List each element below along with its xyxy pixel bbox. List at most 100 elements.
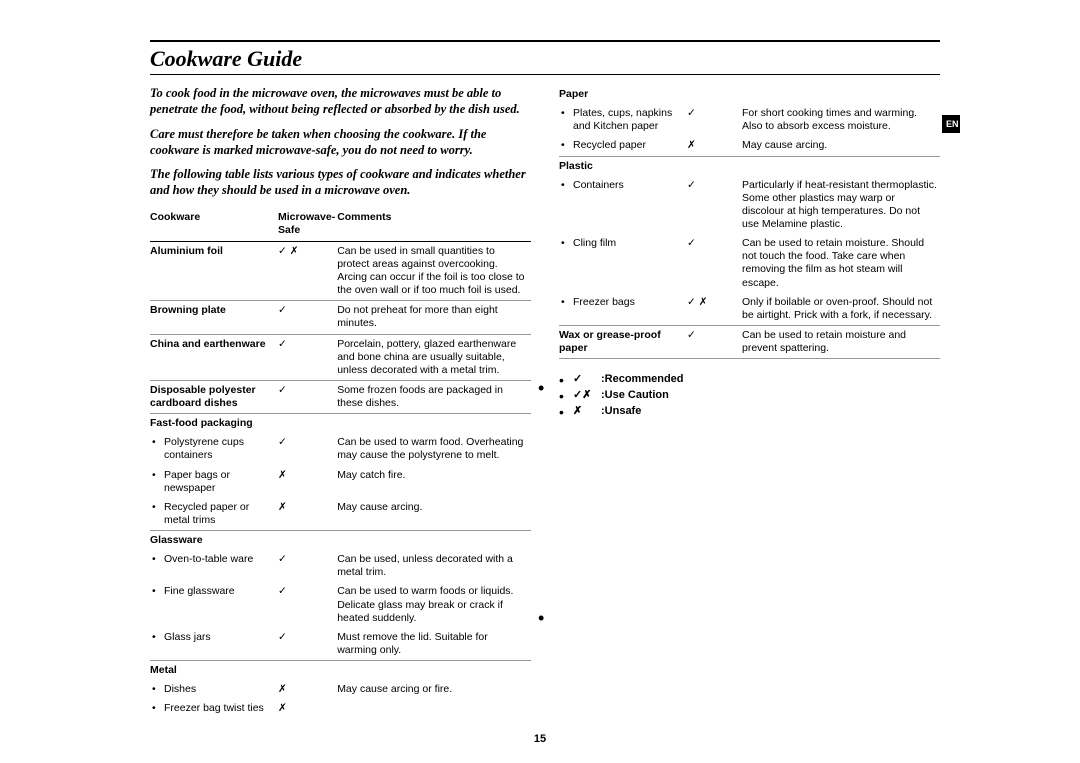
cookware-cell: Glass jars — [150, 628, 278, 661]
legend-symbol: ✓✗ — [573, 389, 601, 403]
page-number: 15 — [0, 733, 1080, 745]
comment-cell: Porcelain, pottery, glazed earthenware a… — [337, 334, 531, 380]
comment-cell — [337, 699, 531, 718]
cookware-cell: China and earthenware — [150, 334, 278, 380]
cookware-table-right: PaperPlates, cups, napkins and Kitchen p… — [559, 85, 940, 359]
margin-dot: • — [538, 608, 544, 629]
safe-cell: ✗ — [278, 466, 337, 498]
table-row: Glassware — [150, 531, 531, 551]
safe-cell: ✗ — [278, 699, 337, 718]
cookware-cell: Wax or grease-proof paper — [559, 325, 687, 358]
header-safe: Microwave-Safe — [278, 207, 337, 242]
comment-cell: Can be used to warm food. Overheating ma… — [337, 433, 531, 465]
legend-text: :Use Caution — [601, 389, 669, 401]
cookware-cell: Recycled paper or metal trims — [150, 498, 278, 531]
comment-cell: May cause arcing. — [742, 136, 940, 156]
table-row: Recycled paper or metal trims✗May cause … — [150, 498, 531, 531]
cookware-cell: Oven-to-table ware — [150, 550, 278, 582]
page-title: Cookware Guide — [150, 46, 940, 72]
cookware-cell: Cling film — [559, 234, 687, 293]
legend-text: :Unsafe — [601, 405, 641, 417]
legend-text: :Recommended — [601, 373, 684, 385]
table-header-row: Cookware Microwave-Safe Comments — [150, 207, 531, 242]
safe-cell: ✓ ✗ — [687, 293, 742, 326]
table-row: Freezer bag twist ties✗ — [150, 699, 531, 718]
safe-cell: ✗ — [687, 136, 742, 156]
cookware-cell: Paper bags or newspaper — [150, 466, 278, 498]
comment-cell: Can be used to retain moisture and preve… — [742, 325, 940, 358]
table-row: Fine glassware✓Can be used to warm foods… — [150, 582, 531, 627]
table-row: Paper — [559, 85, 940, 104]
table-row: Plates, cups, napkins and Kitchen paper✓… — [559, 104, 940, 136]
table-row: Metal — [150, 661, 531, 681]
cookware-cell: Browning plate — [150, 301, 278, 334]
comment-cell: Can be used to warm foods or liquids. De… — [337, 582, 531, 627]
comment-cell: Can be used, unless decorated with a met… — [337, 550, 531, 582]
top-rule — [150, 40, 940, 42]
safe-cell: ✓ — [687, 234, 742, 293]
cookware-table-left: Cookware Microwave-Safe Comments Alumini… — [150, 207, 531, 719]
table-row: Fast-food packaging — [150, 414, 531, 434]
comment-cell: May catch fire. — [337, 466, 531, 498]
comment-cell: Can be used to retain moisture. Should n… — [742, 234, 940, 293]
header-comments: Comments — [337, 207, 531, 242]
table-row: Oven-to-table ware✓Can be used, unless d… — [150, 550, 531, 582]
comment-cell: May cause arcing. — [337, 498, 531, 531]
margin-dot: • — [538, 378, 544, 399]
legend: ✓:Recommended✓✗:Use Caution✗:Unsafe — [559, 373, 940, 418]
cookware-cell: Containers — [559, 176, 687, 235]
table-row: Wax or grease-proof paper✓Can be used to… — [559, 325, 940, 358]
columns: To cook food in the microwave oven, the … — [150, 85, 940, 718]
comment-cell: Some frozen foods are packaged in these … — [337, 380, 531, 413]
table-row: Disposable polyester cardboard dishes✓So… — [150, 380, 531, 413]
table-row: Recycled paper✗May cause arcing. — [559, 136, 940, 156]
category-header: Metal — [150, 661, 531, 681]
comment-cell: For short cooking times and warming. Als… — [742, 104, 940, 136]
intro-p3: The following table lists various types … — [150, 166, 531, 199]
category-header: Paper — [559, 85, 940, 104]
safe-cell: ✓ — [278, 334, 337, 380]
table-row: Containers✓Particularly if heat-resistan… — [559, 176, 940, 235]
category-header: Fast-food packaging — [150, 414, 531, 434]
cookware-cell: Polystyrene cups containers — [150, 433, 278, 465]
safe-cell: ✓ — [278, 301, 337, 334]
intro-p1: To cook food in the microwave oven, the … — [150, 85, 531, 118]
cookware-cell: Fine glassware — [150, 582, 278, 627]
comment-cell: Must remove the lid. Suitable for warmin… — [337, 628, 531, 661]
table-row: China and earthenware✓Porcelain, pottery… — [150, 334, 531, 380]
safe-cell: ✗ — [278, 498, 337, 531]
cookware-cell: Freezer bags — [559, 293, 687, 326]
table-row: Paper bags or newspaper✗May catch fire. — [150, 466, 531, 498]
comment-cell: May cause arcing or fire. — [337, 680, 531, 699]
safe-cell: ✓ — [278, 628, 337, 661]
table-row: Aluminium foil✓ ✗Can be used in small qu… — [150, 241, 531, 301]
safe-cell: ✓ — [278, 433, 337, 465]
safe-cell: ✓ — [278, 380, 337, 413]
language-tab: EN — [942, 115, 960, 133]
legend-row: ✓:Recommended — [559, 373, 940, 387]
cookware-cell: Freezer bag twist ties — [150, 699, 278, 718]
table-row: Freezer bags✓ ✗Only if boilable or oven-… — [559, 293, 940, 326]
safe-cell: ✗ — [278, 680, 337, 699]
safe-cell: ✓ — [278, 582, 337, 627]
table-row: Dishes✗May cause arcing or fire. — [150, 680, 531, 699]
comment-cell: Particularly if heat-resistant thermopla… — [742, 176, 940, 235]
legend-symbol: ✓ — [573, 373, 601, 387]
legend-row: ✗:Unsafe — [559, 405, 940, 419]
table-row: Browning plate✓Do not preheat for more t… — [150, 301, 531, 334]
safe-cell: ✓ — [278, 550, 337, 582]
comment-cell: Can be used in small quantities to prote… — [337, 241, 531, 301]
table-row: Cling film✓Can be used to retain moistur… — [559, 234, 940, 293]
category-header: Plastic — [559, 156, 940, 176]
comment-cell: Only if boilable or oven-proof. Should n… — [742, 293, 940, 326]
header-cookware: Cookware — [150, 207, 278, 242]
table-row: Glass jars✓Must remove the lid. Suitable… — [150, 628, 531, 661]
category-header: Glassware — [150, 531, 531, 551]
right-column: PaperPlates, cups, napkins and Kitchen p… — [559, 85, 940, 718]
cookware-cell: Recycled paper — [559, 136, 687, 156]
safe-cell: ✓ — [687, 176, 742, 235]
cookware-cell: Dishes — [150, 680, 278, 699]
safe-cell: ✓ ✗ — [278, 241, 337, 301]
safe-cell: ✓ — [687, 325, 742, 358]
comment-cell: Do not preheat for more than eight minut… — [337, 301, 531, 334]
